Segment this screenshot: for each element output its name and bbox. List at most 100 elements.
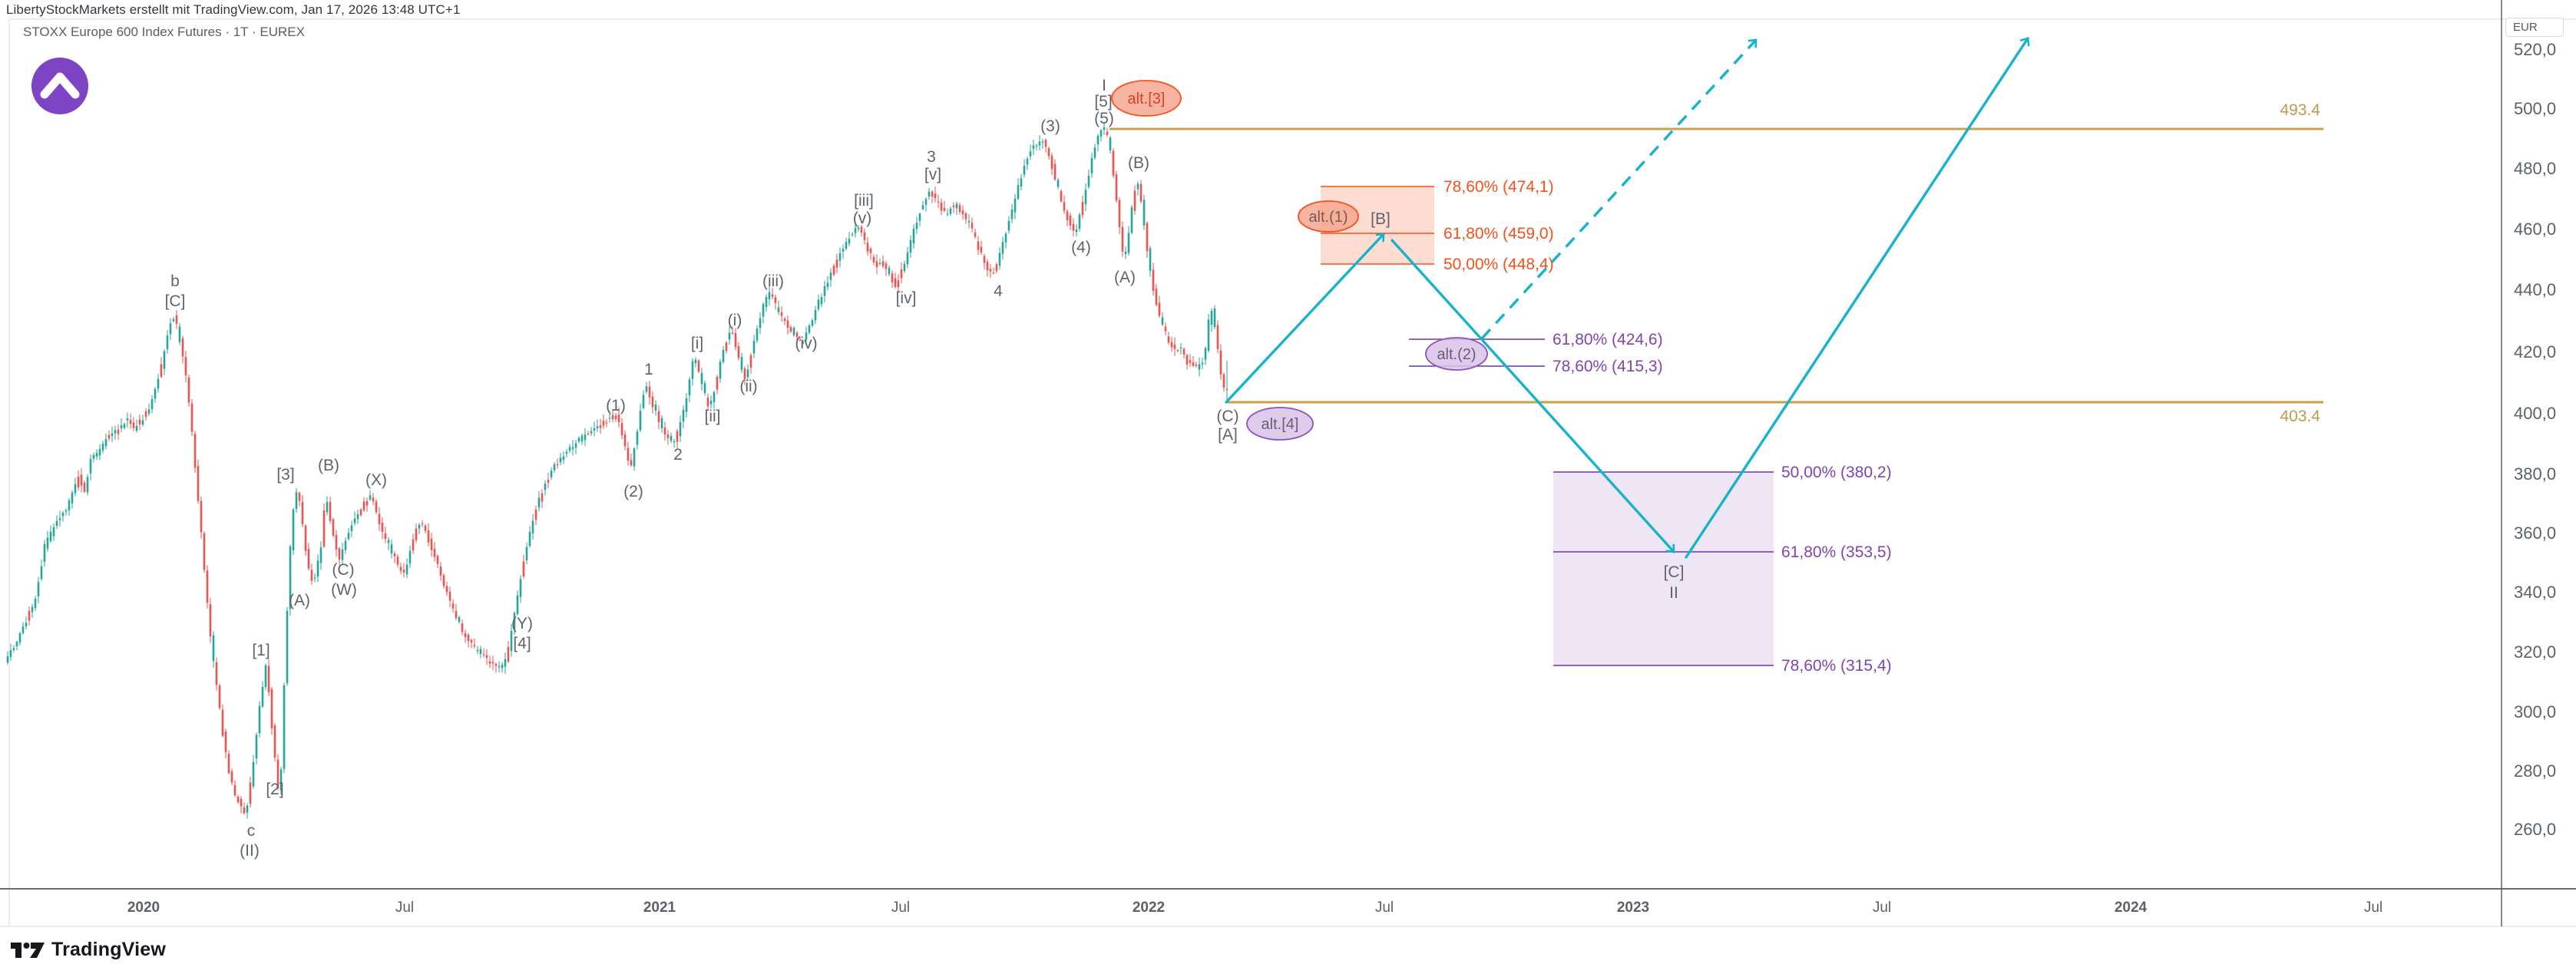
- candle-body: [421, 523, 424, 525]
- candle-body: [270, 688, 273, 728]
- candle-body: [648, 386, 651, 398]
- candle-body: [734, 332, 737, 348]
- currency-badge[interactable]: EUR: [2505, 18, 2564, 37]
- candle-body: [350, 525, 353, 531]
- fibonacci-retracements[interactable]: 78,60% (474,1) 61,80% (459,0) 50,00% (448,…: [1321, 178, 1892, 675]
- candle-body: [1201, 362, 1204, 365]
- candle-body: [458, 617, 461, 622]
- candle-body: [906, 252, 909, 265]
- candle-body: [617, 414, 620, 423]
- time-axis[interactable]: 2020 Jul 2021 Jul 2022 Jul 2023 Jul 2024 Jul: [127, 900, 2383, 916]
- candle-body: [802, 342, 805, 344]
- candle-body: [596, 426, 599, 428]
- candle-body: [129, 420, 132, 424]
- wave-label: [iii]: [854, 192, 874, 210]
- time-tick-label: 2020: [127, 900, 160, 916]
- horizontal-rays[interactable]: 493.4 403.4: [1109, 101, 2323, 425]
- candle-body: [335, 534, 338, 550]
- candle-body: [482, 654, 485, 655]
- candle-body: [12, 648, 15, 650]
- candle-body: [123, 424, 126, 428]
- projection-arrows[interactable]: [1225, 37, 2030, 559]
- wave-label: c: [247, 822, 256, 840]
- candle-body: [286, 610, 289, 684]
- candle-body: [1041, 141, 1044, 143]
- wave-label: (5): [1094, 110, 1114, 127]
- candle-body: [685, 398, 688, 412]
- candle-body: [943, 207, 946, 211]
- price-axis[interactable]: 520,0 500,0 480,0 460,0 440,0 420,0 400,0 380,0…: [2514, 40, 2556, 839]
- candle-body: [369, 495, 372, 500]
- tradingview-branding[interactable]: TradingView: [10, 939, 166, 961]
- chart-frame: [0, 0, 2576, 927]
- alt-ellipse-label: alt.[3]: [1128, 91, 1166, 107]
- candle-body: [178, 326, 181, 342]
- projection-arrow-dashed[interactable]: [1480, 38, 1758, 340]
- wave-label: [C]: [1664, 563, 1685, 581]
- alt-ellipse[interactable]: [1246, 407, 1314, 441]
- candle-body: [795, 332, 799, 337]
- candle-body: [467, 635, 470, 642]
- candle-body: [1167, 336, 1170, 343]
- candle-body: [197, 466, 200, 501]
- candle-body: [912, 228, 915, 244]
- price-tick-label: 380,0: [2514, 464, 2556, 484]
- candle-body: [740, 357, 743, 370]
- candle-body: [580, 435, 584, 442]
- candlestick-series[interactable]: [6, 121, 1228, 819]
- candle-body: [144, 411, 147, 418]
- candle-body: [83, 482, 86, 492]
- projection-arrow-solid[interactable]: [1685, 37, 2030, 559]
- candle-body: [1219, 350, 1222, 375]
- candle-body: [43, 543, 46, 562]
- alt-ellipse[interactable]: [1111, 80, 1182, 117]
- candle-body: [279, 769, 283, 791]
- wave-label: I: [1102, 77, 1106, 94]
- projection-arrow-solid[interactable]: [1225, 233, 1385, 404]
- candle-body: [147, 409, 150, 414]
- alt-count-ellipses[interactable]: alt.[3] alt.(1) alt.[4] alt.(2): [1111, 80, 1488, 441]
- candle-body: [464, 632, 467, 638]
- candle-body: [651, 396, 654, 408]
- alt-ellipse[interactable]: [1298, 200, 1359, 233]
- price-tick-label: 340,0: [2514, 583, 2556, 602]
- candle-body: [823, 286, 826, 296]
- wave-label: (i): [728, 312, 742, 329]
- candle-body: [341, 549, 344, 560]
- candle-body: [28, 610, 31, 621]
- candle-body: [789, 327, 792, 332]
- candle-body: [961, 210, 964, 215]
- candle-body: [940, 203, 943, 211]
- candle-body: [1001, 242, 1004, 254]
- candle-body: [1204, 348, 1207, 360]
- candle-body: [673, 441, 676, 443]
- candle-body: [835, 259, 838, 268]
- wave-label: (2): [623, 483, 643, 500]
- candle-body: [1023, 166, 1026, 175]
- candle-body: [427, 530, 430, 543]
- candle-body: [255, 735, 258, 759]
- candle-body: [46, 537, 49, 549]
- wave-label: 1: [644, 361, 653, 378]
- time-tick-label: 2021: [643, 900, 676, 916]
- candle-body: [353, 518, 356, 523]
- candle-body: [774, 297, 777, 303]
- candle-body: [206, 570, 209, 603]
- fib-purple-zone[interactable]: [1553, 472, 1774, 665]
- candle-body: [786, 320, 789, 329]
- candle-body: [1020, 178, 1023, 187]
- candle-body: [240, 798, 243, 807]
- candle-body: [160, 364, 163, 377]
- candle-body: [1143, 200, 1146, 226]
- candle-body: [565, 451, 568, 454]
- candle-body: [553, 464, 556, 470]
- alt-ellipse[interactable]: [1425, 337, 1488, 371]
- candle-body: [728, 332, 731, 340]
- candle-body: [691, 361, 694, 379]
- candle-body: [670, 435, 673, 441]
- projection-arrow-solid[interactable]: [1391, 239, 1675, 553]
- candle-body: [445, 586, 448, 593]
- candle-body: [903, 263, 906, 272]
